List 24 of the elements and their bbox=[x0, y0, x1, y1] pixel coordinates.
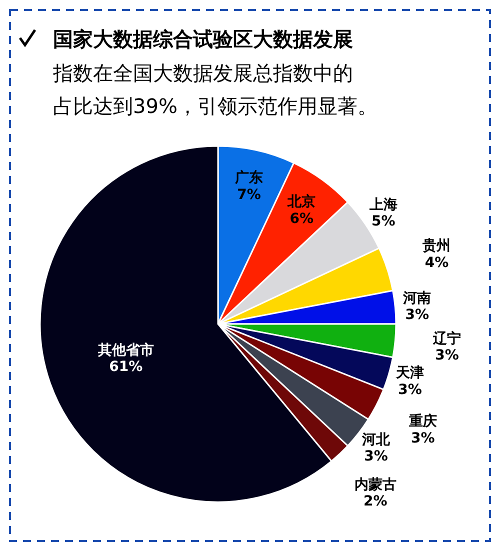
data-label: 3% bbox=[435, 348, 459, 364]
chart-title: 国家大数据综合试验区大数据发展 bbox=[53, 27, 353, 51]
data-label: 3% bbox=[411, 430, 435, 446]
slice-label: 其他省市 bbox=[96, 341, 154, 358]
data-label: 3% bbox=[405, 307, 430, 324]
data-label: 2% bbox=[364, 494, 388, 510]
slice-label: 北京 bbox=[286, 192, 316, 210]
data-label: 3% bbox=[398, 382, 422, 398]
slice-label: 河南 bbox=[402, 290, 432, 306]
data-label: 3% bbox=[364, 448, 388, 465]
slice-label: 内蒙古 bbox=[354, 476, 396, 493]
data-label: 7% bbox=[237, 187, 261, 204]
data-label: 6% bbox=[290, 210, 314, 227]
slice-label: 贵州 bbox=[422, 238, 451, 254]
slice-label: 上海 bbox=[368, 196, 398, 213]
data-label: 61% bbox=[109, 359, 143, 376]
slice-label: 重庆 bbox=[408, 412, 437, 430]
slice-label: 河北 bbox=[361, 432, 392, 448]
chart-subtitle: 指数在全国大数据发展总指数中的占比达到39%，引领示范作用显著。 bbox=[52, 61, 378, 118]
data-label: 5% bbox=[372, 214, 396, 230]
data-label: 4% bbox=[424, 254, 449, 271]
slice-label: 辽宁 bbox=[432, 330, 461, 347]
slice-label: 广东 bbox=[234, 169, 264, 186]
slice-label: 天津 bbox=[395, 365, 424, 381]
